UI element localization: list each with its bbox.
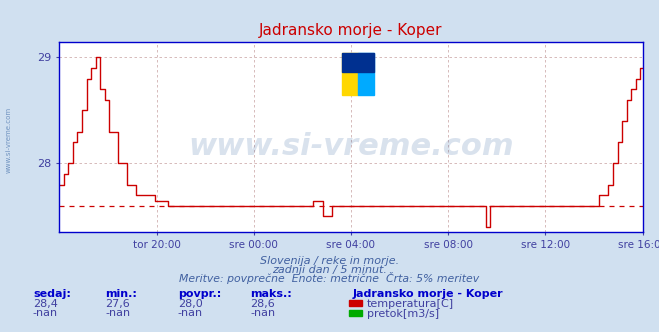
Text: zadnji dan / 5 minut.: zadnji dan / 5 minut.	[272, 265, 387, 275]
Text: temperatura[C]: temperatura[C]	[367, 299, 454, 309]
Text: pretok[m3/s]: pretok[m3/s]	[367, 309, 439, 319]
Bar	[342, 53, 374, 72]
Title: Jadransko morje - Koper: Jadransko morje - Koper	[259, 23, 443, 38]
Text: 28,0: 28,0	[178, 299, 203, 309]
Bar	[358, 53, 374, 95]
Text: povpr.:: povpr.:	[178, 289, 221, 299]
Text: www.si-vreme.com: www.si-vreme.com	[188, 132, 514, 161]
Text: Meritve: povprečne  Enote: metrične  Črta: 5% meritev: Meritve: povprečne Enote: metrične Črta:…	[179, 272, 480, 284]
Text: -nan: -nan	[178, 308, 203, 318]
Text: Slovenija / reke in morje.: Slovenija / reke in morje.	[260, 256, 399, 266]
Text: -nan: -nan	[105, 308, 130, 318]
Bar	[342, 53, 358, 95]
Text: Jadransko morje - Koper: Jadransko morje - Koper	[353, 289, 503, 299]
Text: 28,4: 28,4	[33, 299, 58, 309]
Text: 27,6: 27,6	[105, 299, 130, 309]
Text: -nan: -nan	[250, 308, 275, 318]
Text: sedaj:: sedaj:	[33, 289, 71, 299]
Text: www.si-vreme.com: www.si-vreme.com	[5, 106, 12, 173]
Text: 28,6: 28,6	[250, 299, 275, 309]
Text: -nan: -nan	[33, 308, 58, 318]
Text: min.:: min.:	[105, 289, 137, 299]
Text: maks.:: maks.:	[250, 289, 292, 299]
